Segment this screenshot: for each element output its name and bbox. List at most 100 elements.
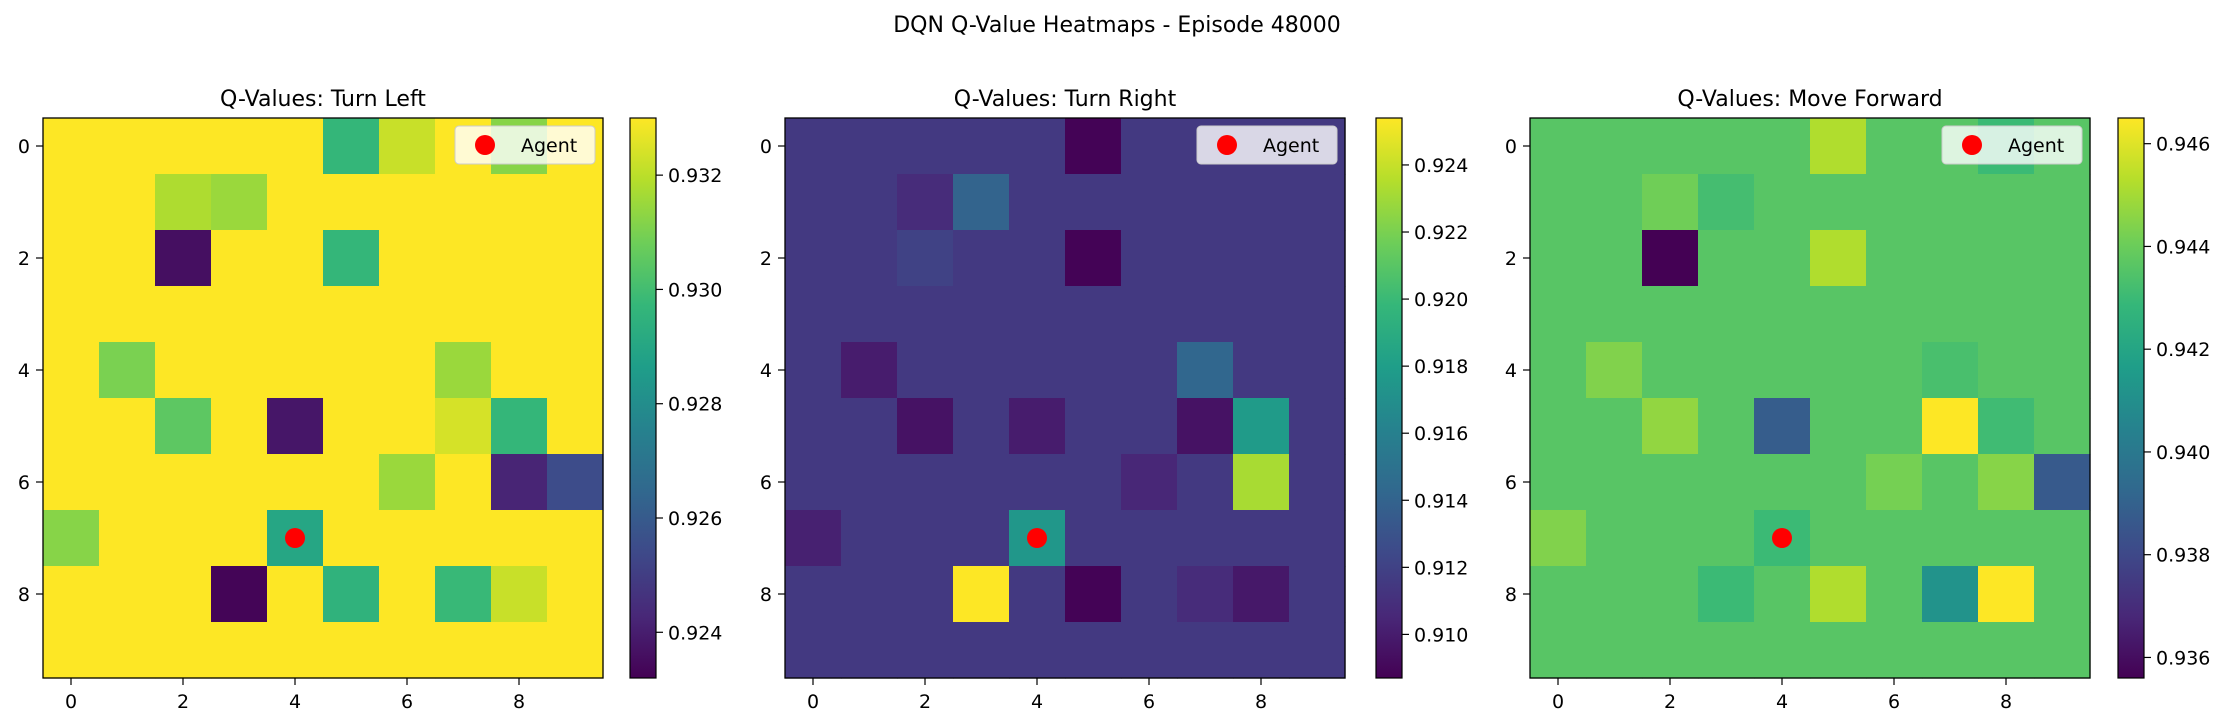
heatmap-cell xyxy=(491,342,548,399)
colorbar-frame xyxy=(629,117,657,679)
heatmap-cell xyxy=(1586,174,1643,231)
heatmap-cell xyxy=(1810,118,1867,175)
y-tick-label: 8 xyxy=(1505,584,1517,606)
heatmap-cell xyxy=(1978,454,2035,511)
heatmap-cell xyxy=(1866,454,1923,511)
heatmap-cell xyxy=(43,566,100,623)
heatmap-cell xyxy=(99,510,156,567)
heatmap-cell xyxy=(1586,622,1643,679)
heatmap-cell xyxy=(1978,398,2035,455)
heatmap-cell xyxy=(2034,286,2091,343)
heatmap-cell xyxy=(1530,454,1587,511)
heatmap-cell xyxy=(1754,230,1811,287)
colorbar-tick-label: 0.938 xyxy=(2156,545,2210,567)
x-tick-label: 4 xyxy=(1776,691,1788,713)
heatmap-cell xyxy=(1233,342,1290,399)
heatmap-cell xyxy=(1121,566,1178,623)
heatmap-cell xyxy=(1009,454,1066,511)
heatmap-cell xyxy=(1177,510,1234,567)
heatmap-cell xyxy=(43,454,100,511)
y-tick-label: 2 xyxy=(1505,248,1517,270)
heatmap-cell xyxy=(1586,398,1643,455)
heatmap-cell xyxy=(323,398,380,455)
heatmap-cell xyxy=(1754,118,1811,175)
heatmap-cell xyxy=(1177,398,1234,455)
heatmap-cell xyxy=(99,622,156,679)
heatmap-cell xyxy=(1642,286,1699,343)
heatmap-cell xyxy=(1754,398,1811,455)
heatmap-cell xyxy=(953,566,1010,623)
heatmap-cell xyxy=(841,566,898,623)
heatmap-cell xyxy=(99,342,156,399)
heatmap-cell xyxy=(491,566,548,623)
heatmap-cell xyxy=(1289,454,1346,511)
panel-title: Q-Values: Move Forward xyxy=(1677,87,1942,112)
heatmap-cell xyxy=(1177,174,1234,231)
x-tick-label: 8 xyxy=(513,691,525,713)
y-tick-label: 8 xyxy=(760,584,772,606)
heatmap-cell xyxy=(155,342,212,399)
heatmap-cell xyxy=(267,342,324,399)
heatmap-cell xyxy=(785,454,842,511)
heatmap-cell xyxy=(1177,230,1234,287)
heatmap-cell xyxy=(1586,566,1643,623)
heatmap-cell xyxy=(1586,454,1643,511)
y-tick-label: 8 xyxy=(18,584,30,606)
heatmap-cell xyxy=(1121,118,1178,175)
heatmap-cell xyxy=(2034,566,2091,623)
x-tick-label: 0 xyxy=(65,691,77,713)
heatmap-cell xyxy=(1586,118,1643,175)
heatmap-cell xyxy=(1698,342,1755,399)
heatmap-cell xyxy=(1289,286,1346,343)
heatmap-cell xyxy=(323,454,380,511)
heatmap-cell xyxy=(435,398,492,455)
heatmap-cell xyxy=(435,454,492,511)
heatmap-cell xyxy=(2034,342,2091,399)
heatmap-cell xyxy=(323,118,380,175)
heatmap-cell xyxy=(379,286,436,343)
y-tick-label: 6 xyxy=(760,472,772,494)
heatmap-cell xyxy=(1754,174,1811,231)
heatmap-cell xyxy=(953,174,1010,231)
heatmap-cell xyxy=(379,118,436,175)
heatmap-cell xyxy=(1177,454,1234,511)
colorbar-gradient xyxy=(630,118,656,678)
heatmap-cell xyxy=(155,230,212,287)
heatmap-cell xyxy=(897,342,954,399)
colorbar-tick-label: 0.936 xyxy=(2156,647,2210,669)
x-tick-label: 0 xyxy=(1552,691,1564,713)
heatmap-cell xyxy=(1586,510,1643,567)
heatmap-cell xyxy=(1810,622,1867,679)
heatmap-cell xyxy=(1642,174,1699,231)
heatmap-cell xyxy=(211,622,268,679)
heatmap-cell xyxy=(491,230,548,287)
heatmap-cell xyxy=(1754,566,1811,623)
colorbar-tick-label: 0.922 xyxy=(1414,222,1468,244)
legend-agent-marker xyxy=(1962,135,1982,155)
agent-marker xyxy=(1027,528,1047,548)
heatmap-cell xyxy=(1978,342,2035,399)
heatmap-cell xyxy=(1810,230,1867,287)
y-tick-label: 0 xyxy=(18,136,30,158)
y-tick-label: 6 xyxy=(18,472,30,494)
heatmap-cell xyxy=(785,566,842,623)
heatmap-cell xyxy=(1065,342,1122,399)
heatmap-cell xyxy=(841,286,898,343)
heatmap-cell xyxy=(953,622,1010,679)
heatmap-cell xyxy=(547,174,604,231)
x-tick-label: 4 xyxy=(1031,691,1043,713)
heatmap-cell xyxy=(1754,454,1811,511)
x-tick-label: 0 xyxy=(807,691,819,713)
heatmap-cell xyxy=(1233,398,1290,455)
x-tick-label: 4 xyxy=(289,691,301,713)
heatmap-cell xyxy=(1065,398,1122,455)
heatmap-cell xyxy=(953,286,1010,343)
colorbar-tick-label: 0.932 xyxy=(668,165,722,187)
colorbar-tick-label: 0.944 xyxy=(2156,236,2210,258)
heatmap-cell xyxy=(1121,286,1178,343)
heatmap-cell xyxy=(155,286,212,343)
heatmap-cell xyxy=(1586,342,1643,399)
heatmap-cell xyxy=(1810,510,1867,567)
heatmap-cell xyxy=(491,286,548,343)
heatmap-cell xyxy=(1922,174,1979,231)
